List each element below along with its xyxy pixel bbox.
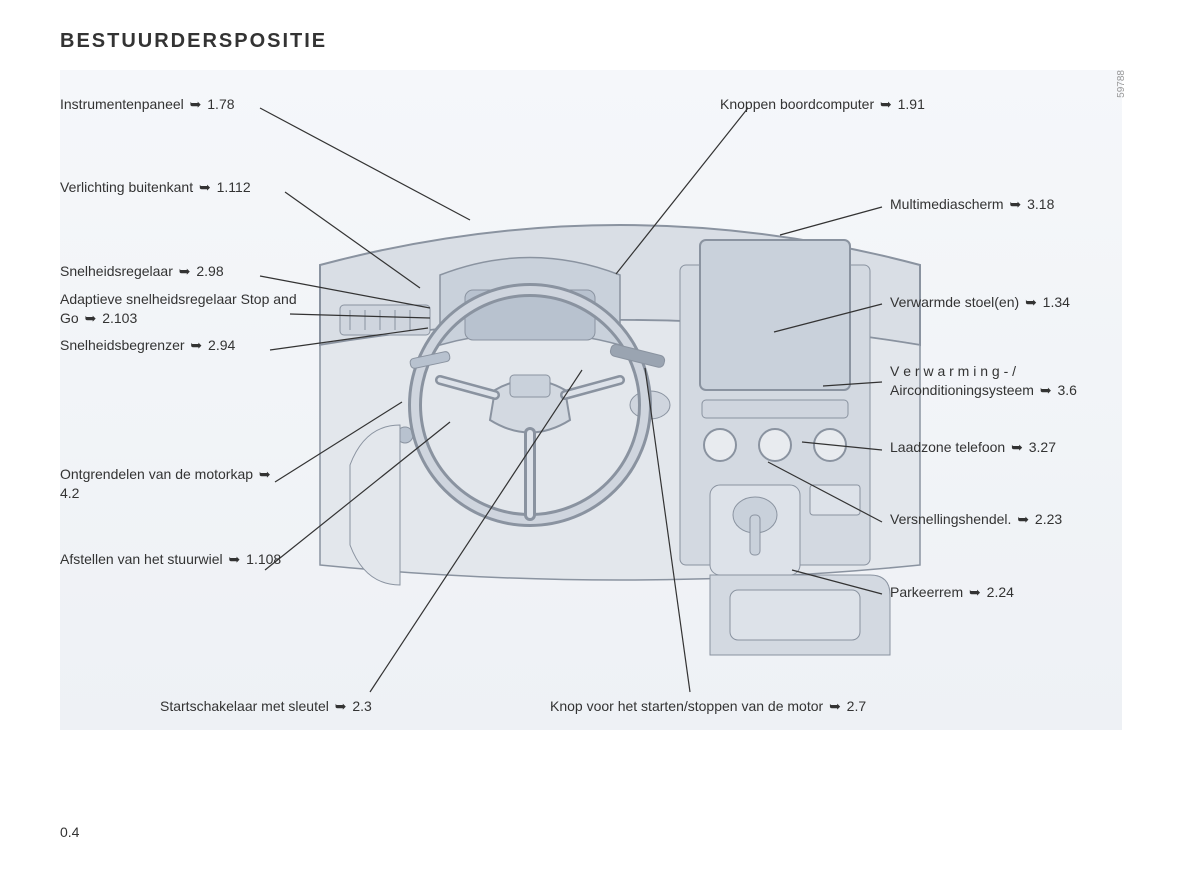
callout-text: Verlichting buitenkant (60, 179, 197, 195)
callout-ref: 3.27 (1025, 439, 1056, 455)
reference-arrow-icon: ➥ (1017, 510, 1029, 529)
reference-arrow-icon: ➥ (190, 336, 202, 355)
callout-text: V e r w a r m i n g - / Airconditionings… (890, 363, 1038, 398)
callout-motorkap: Ontgrendelen van de motorkap ➥ 4.2 (60, 465, 290, 503)
callout-adaptieve: Adaptieve snelheidsregelaar Stop and Go … (60, 290, 310, 328)
reference-arrow-icon: ➥ (259, 465, 271, 484)
callout-ref: 1.78 (203, 96, 234, 112)
image-id: 59788 (1116, 70, 1127, 98)
callout-stuurwiel: Afstellen van het stuurwiel ➥ 1.108 (60, 550, 290, 569)
reference-arrow-icon: ➥ (199, 178, 211, 197)
callout-text: Knoppen boordcomputer (720, 96, 878, 112)
callout-text: Snelheidsbegrenzer (60, 337, 188, 353)
reference-arrow-icon: ➥ (829, 697, 841, 716)
callout-ref: 2.24 (983, 584, 1014, 600)
callout-hvac: V e r w a r m i n g - / Airconditionings… (890, 362, 1110, 400)
reference-arrow-icon: ➥ (1040, 381, 1052, 400)
callout-ref: 2.7 (843, 698, 866, 714)
callout-text: Knop voor het starten/stoppen van de mot… (550, 698, 827, 714)
reference-arrow-icon: ➥ (85, 309, 97, 328)
callout-text: Ontgrendelen van de motorkap (60, 466, 257, 482)
callout-text: Versnellingshendel. (890, 511, 1015, 527)
callout-text: Startschakelaar met sleutel (160, 698, 333, 714)
reference-arrow-icon: ➥ (969, 583, 981, 602)
callout-text: Snelheidsregelaar (60, 263, 177, 279)
callout-startschakelaar: Startschakelaar met sleutel ➥ 2.3 (160, 697, 460, 716)
callout-snelheidsregelaar: Snelheidsregelaar ➥ 2.98 (60, 262, 310, 281)
callout-instrumentenpaneel: Instrumentenpaneel ➥ 1.78 (60, 95, 310, 114)
callout-laadzone: Laadzone telefoon ➥ 3.27 (890, 438, 1110, 457)
callout-ref: 2.98 (192, 263, 223, 279)
callout-ref: 2.94 (204, 337, 235, 353)
callout-ref: 2.3 (348, 698, 371, 714)
reference-arrow-icon: ➥ (1009, 195, 1021, 214)
reference-arrow-icon: ➥ (179, 262, 191, 281)
callout-text: Multimediascherm (890, 196, 1007, 212)
dashboard-illustration (310, 145, 930, 665)
callout-snelheidsbegrenzer: Snelheidsbegrenzer ➥ 2.94 (60, 336, 310, 355)
reference-arrow-icon: ➥ (335, 697, 347, 716)
reference-arrow-icon: ➥ (880, 95, 892, 114)
callout-ref: 1.108 (242, 551, 281, 567)
callout-ref: 3.6 (1054, 382, 1077, 398)
callout-ref: 4.2 (60, 485, 79, 501)
callout-ref: 2.103 (98, 310, 137, 326)
callout-multimedia: Multimediascherm ➥ 3.18 (890, 195, 1110, 214)
page-number: 0.4 (60, 824, 79, 840)
callout-ref: 2.23 (1031, 511, 1062, 527)
callout-text: Instrumentenpaneel (60, 96, 188, 112)
callout-verwarmde_stoel: Verwarmde stoel(en) ➥ 1.34 (890, 293, 1110, 312)
reference-arrow-icon: ➥ (190, 95, 202, 114)
reference-arrow-icon: ➥ (1011, 438, 1023, 457)
callout-text: Afstellen van het stuurwiel (60, 551, 227, 567)
callout-text: Verwarmde stoel(en) (890, 294, 1023, 310)
diagram-background (60, 70, 1122, 730)
callout-parkeerrem: Parkeerrem ➥ 2.24 (890, 583, 1110, 602)
callout-verlichting: Verlichting buitenkant ➥ 1.112 (60, 178, 310, 197)
callout-startstop: Knop voor het starten/stoppen van de mot… (550, 697, 950, 716)
reference-arrow-icon: ➥ (229, 550, 241, 569)
callout-boordcomputer: Knoppen boordcomputer ➥ 1.91 (720, 95, 980, 114)
callout-ref: 3.18 (1023, 196, 1054, 212)
callout-ref: 1.34 (1039, 294, 1070, 310)
callout-ref: 1.112 (213, 179, 251, 195)
callout-versnelling: Versnellingshendel. ➥ 2.23 (890, 510, 1110, 529)
page-title: BESTUURDERSPOSITIE (60, 30, 327, 53)
callout-text: Parkeerrem (890, 584, 967, 600)
reference-arrow-icon: ➥ (1025, 293, 1037, 312)
callout-text: Laadzone telefoon (890, 439, 1009, 455)
callout-ref: 1.91 (894, 96, 925, 112)
